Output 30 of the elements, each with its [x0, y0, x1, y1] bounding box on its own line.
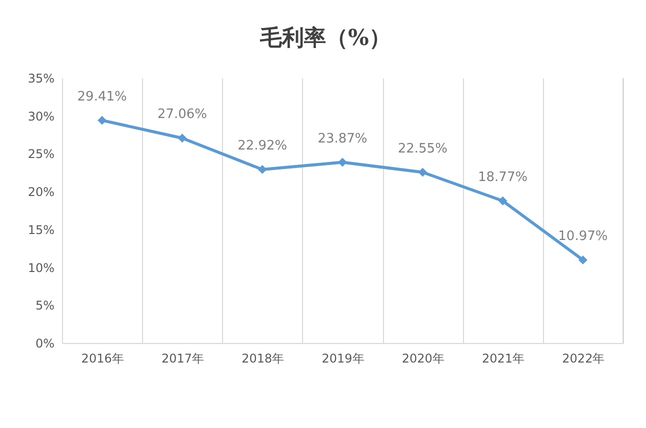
- y-tick-label: 0%: [35, 336, 54, 350]
- data-label: 18.77%: [478, 170, 528, 185]
- x-tick-label: 2016年: [81, 352, 124, 366]
- chart-title: 毛利率（%）: [258, 25, 391, 51]
- point: [98, 116, 107, 125]
- data-label: 10.97%: [558, 228, 608, 244]
- data-label: 23.87%: [318, 131, 368, 146]
- x-tick-label: 2022年: [562, 352, 605, 366]
- x-tick-label: 2021年: [482, 352, 525, 366]
- x-tick-label: 2019年: [322, 352, 364, 366]
- y-tick-label: 25%: [28, 147, 54, 162]
- data-label: 22.55%: [398, 141, 448, 156]
- x-tick-label: 2020年: [402, 352, 444, 366]
- y-tick-label: 30%: [28, 109, 54, 124]
- y-tick-label: 35%: [28, 72, 54, 86]
- x-tick-label: 2018年: [242, 352, 284, 366]
- y-tick-label: 20%: [28, 185, 54, 200]
- data-label: 29.41%: [77, 89, 127, 104]
- point: [418, 168, 428, 177]
- point: [178, 134, 187, 143]
- point: [578, 255, 588, 264]
- y-tick-label: 15%: [28, 222, 54, 237]
- y-tick-label: 10%: [28, 260, 54, 275]
- data-label: 27.06%: [157, 107, 208, 122]
- x-tick-label: 2017年: [161, 352, 204, 366]
- point: [258, 164, 267, 174]
- y-tick-label: 5%: [35, 298, 54, 313]
- point: [338, 158, 347, 167]
- point: [498, 196, 508, 206]
- data-label: 22.92%: [238, 138, 288, 154]
